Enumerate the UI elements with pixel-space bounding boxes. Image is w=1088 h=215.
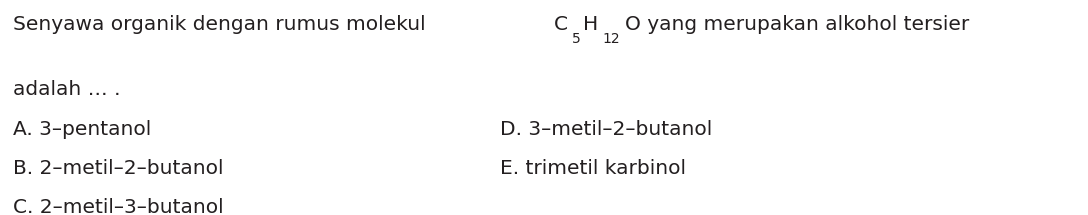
Text: E. trimetil karbinol: E. trimetil karbinol <box>500 159 687 178</box>
Text: O yang merupakan alkohol tersier: O yang merupakan alkohol tersier <box>626 15 969 34</box>
Text: A. 3–pentanol: A. 3–pentanol <box>13 120 151 139</box>
Text: Senyawa organik dengan rumus molekul: Senyawa organik dengan rumus molekul <box>13 15 432 34</box>
Text: C. 2–metil–3–butanol: C. 2–metil–3–butanol <box>13 198 224 215</box>
Text: 12: 12 <box>603 32 620 46</box>
Text: 5: 5 <box>572 32 581 46</box>
Text: adalah … .: adalah … . <box>13 80 121 98</box>
Text: H: H <box>583 15 598 34</box>
Text: D. 3–metil–2–butanol: D. 3–metil–2–butanol <box>500 120 713 139</box>
Text: C: C <box>554 15 568 34</box>
Text: B. 2–metil–2–butanol: B. 2–metil–2–butanol <box>13 159 223 178</box>
